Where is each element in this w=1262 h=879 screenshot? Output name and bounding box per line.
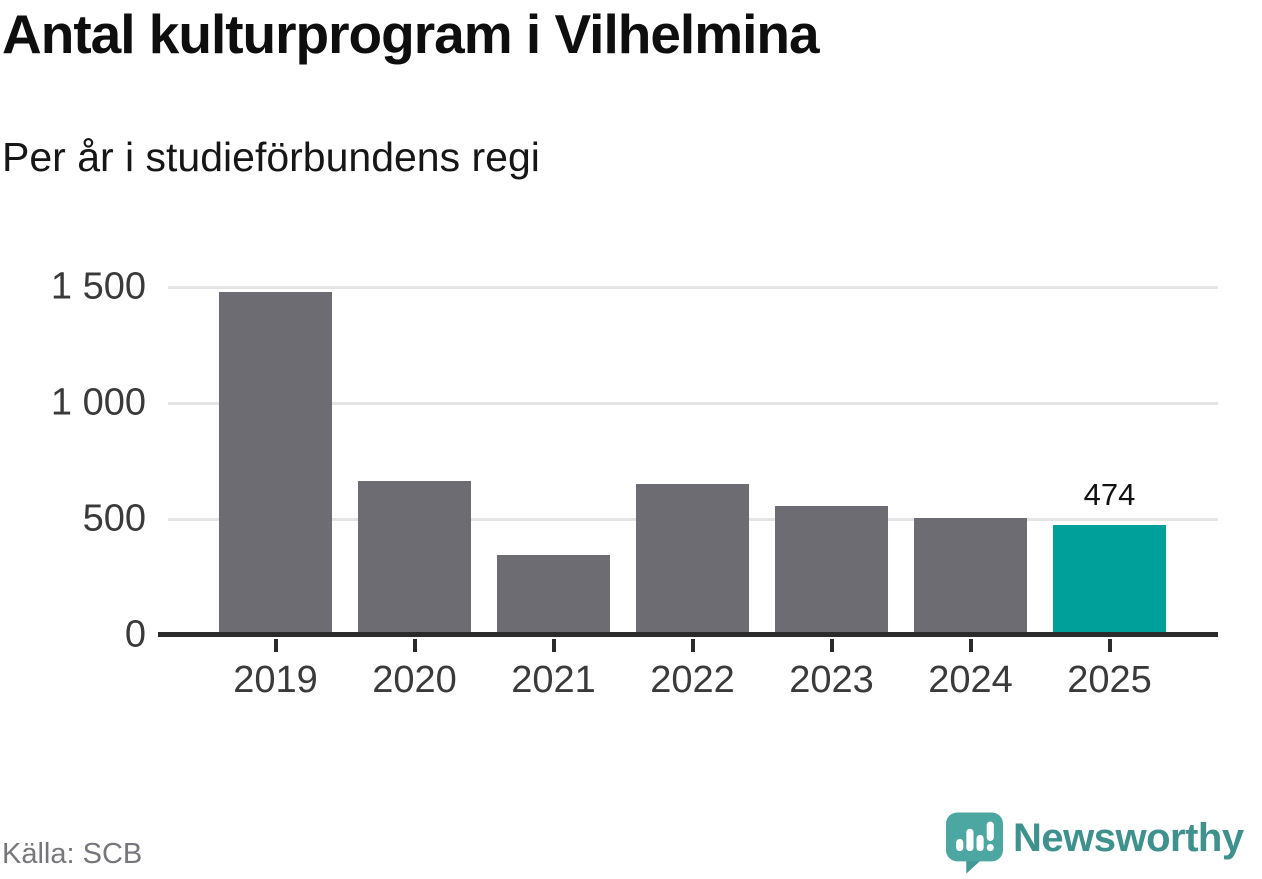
- x-tick-2021: [551, 639, 556, 652]
- y-tick-label-0: 0: [124, 613, 146, 656]
- y-axis-labels: 0 500 1 000 1 500: [0, 266, 146, 656]
- gridline-1000: [168, 401, 1218, 405]
- y-tick-label-1000: 1 000: [50, 381, 146, 424]
- x-tick-label-2025: 2025: [1067, 659, 1152, 701]
- bar-2019: [219, 291, 332, 635]
- icon-exclamation-dot: [986, 844, 994, 852]
- bar-value-label-2025: 474: [1083, 477, 1136, 513]
- chart-bubble-icon: [946, 812, 1003, 874]
- bar-2025: [1053, 525, 1166, 635]
- icon-bar-medium: [976, 834, 984, 852]
- y-tick-label-1500: 1 500: [50, 265, 146, 308]
- gridline-1500: [168, 285, 1218, 289]
- chart-title: Antal kulturprogram i Vilhelmina: [2, 3, 820, 65]
- x-tick-2023: [829, 639, 834, 652]
- bar-2022: [636, 484, 749, 635]
- newsworthy-logo: Newsworthy: [946, 812, 1244, 874]
- bar-2024: [914, 517, 1027, 635]
- bar-2023: [775, 506, 888, 635]
- x-tick-2019: [273, 639, 278, 652]
- x-tick-label-2024: 2024: [928, 659, 1013, 701]
- x-tick-label-2020: 2020: [372, 659, 457, 701]
- newsworthy-wordmark: Newsworthy: [1013, 816, 1244, 860]
- bubble-shadow: [966, 861, 980, 874]
- chart-subtitle: Per år i studieförbundens regi: [2, 134, 540, 180]
- icon-bar-small: [956, 838, 964, 852]
- x-tick-2020: [412, 639, 417, 652]
- bar-2021: [497, 554, 610, 635]
- icon-exclamation-bar: [986, 821, 994, 841]
- icon-bar-tall: [966, 828, 974, 852]
- x-tick-2024: [968, 639, 973, 652]
- x-tick-label-2021: 2021: [511, 659, 596, 701]
- bar-chart-plot-area: 2019 2020 2021 2022 2023 2024 2025 474: [158, 285, 1218, 701]
- y-tick-label-500: 500: [82, 497, 146, 540]
- source-note: Källa: SCB: [2, 838, 143, 870]
- x-tick-label-2023: 2023: [789, 659, 874, 701]
- x-tick-2025: [1107, 639, 1112, 652]
- x-tick-label-2022: 2022: [650, 659, 735, 701]
- x-axis-line: [158, 632, 1218, 637]
- bar-2020: [358, 480, 471, 635]
- x-tick-2022: [690, 639, 695, 652]
- x-tick-label-2019: 2019: [233, 659, 318, 701]
